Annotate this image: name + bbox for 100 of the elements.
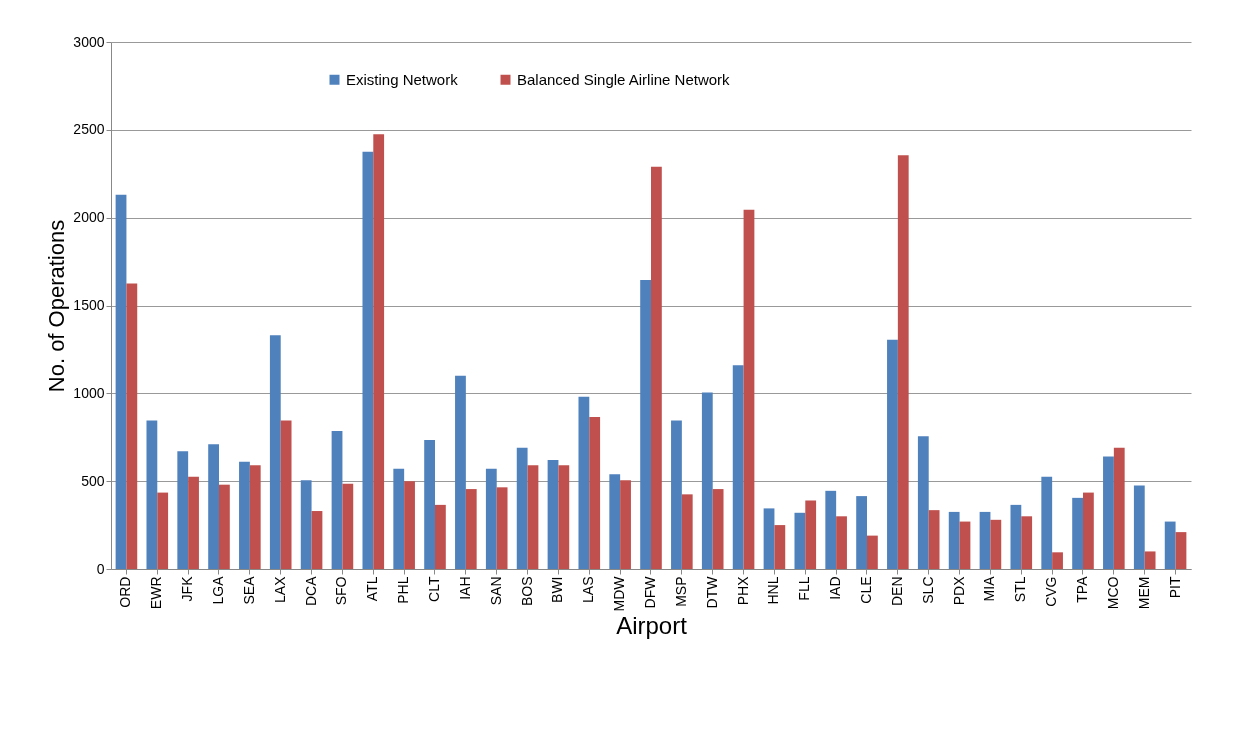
bar [269, 335, 281, 569]
bar [373, 134, 385, 569]
bar [794, 512, 806, 569]
bar [979, 511, 991, 569]
bar [620, 480, 631, 569]
x-tick-label: SAN [487, 576, 504, 606]
bar [1010, 504, 1022, 569]
x-tick-label: DEN [888, 576, 905, 607]
x-tick-label: BOS [518, 576, 535, 607]
bar [547, 460, 559, 569]
x-tick-label: SLC [919, 576, 936, 604]
bar [126, 283, 138, 569]
bar [681, 494, 693, 569]
bar [1144, 551, 1156, 569]
bar [280, 420, 292, 569]
y-tick-label: 0 [96, 560, 105, 577]
x-tick-label: LAX [271, 575, 288, 603]
x-tick-label: PIT [1166, 576, 1183, 599]
bar [188, 476, 199, 569]
x-tick-label: MEM [1135, 576, 1152, 610]
bar [300, 480, 312, 569]
bar [311, 511, 323, 569]
x-tick-label: PDX [950, 575, 967, 606]
bar [1072, 497, 1083, 569]
x-tick-label: FLL [796, 576, 813, 601]
bar [435, 504, 446, 569]
bar [362, 151, 374, 569]
y-axis-title: No. of Operations [44, 219, 70, 393]
bar [249, 465, 261, 569]
bar [1021, 516, 1033, 569]
bar [1083, 492, 1094, 569]
x-tick-label: ATL [364, 576, 381, 602]
x-tick-label: JFK [179, 575, 196, 602]
x-tick-label: LAS [580, 576, 597, 603]
bar [671, 420, 682, 569]
bar [404, 481, 415, 569]
x-tick-label: DFW [642, 575, 658, 609]
x-tick-label: STL [1012, 576, 1029, 603]
bar [732, 365, 744, 569]
x-tick-label: HNL [765, 576, 782, 605]
bar [239, 461, 250, 569]
bar [651, 166, 662, 569]
x-tick-label: MIA [981, 575, 998, 602]
bar [1113, 447, 1125, 569]
bar [856, 496, 867, 569]
bar [774, 525, 786, 569]
x-tick-label: MDW [611, 575, 628, 612]
x-tick-label: MCO [1104, 576, 1121, 610]
x-tick-label: PHX [734, 575, 751, 606]
bar [424, 439, 435, 569]
x-tick-label: CLT [426, 576, 442, 602]
bar [115, 194, 127, 569]
bar [1175, 532, 1187, 569]
bar [640, 280, 651, 569]
x-tick-label: ORD [117, 576, 134, 608]
bar [887, 339, 898, 569]
x-tick-label: EWR [148, 576, 165, 610]
y-tick-label: 1500 [73, 297, 105, 313]
x-tick-label: CLE [858, 576, 874, 604]
bar [331, 431, 343, 569]
bar [990, 519, 1002, 569]
bar [219, 484, 230, 569]
x-tick-label: DTW [703, 575, 720, 609]
y-tick-label: 3000 [73, 33, 105, 50]
x-tick-label: TPA [1074, 575, 1090, 603]
bar [917, 436, 929, 569]
bar [897, 155, 909, 569]
bar [1052, 552, 1063, 569]
bar [763, 508, 775, 569]
y-tick-label: 2000 [73, 209, 105, 226]
x-tick-label: SFO [333, 576, 350, 606]
bar [589, 417, 601, 569]
bar [485, 468, 497, 569]
bar [578, 396, 590, 569]
y-tick-label: 1000 [73, 384, 105, 401]
bar [1103, 456, 1114, 569]
bar [836, 516, 847, 569]
x-tick-label: SEA [240, 575, 257, 605]
x-tick-label: DCA [302, 575, 319, 607]
bar [712, 489, 724, 569]
bar [928, 510, 940, 569]
bar [959, 521, 971, 569]
bar [208, 444, 219, 569]
x-axis-title: Airport [616, 612, 688, 640]
bar [516, 447, 528, 569]
x-tick-label: PHL [395, 576, 412, 604]
bar [527, 465, 539, 569]
bar [157, 492, 169, 569]
legend-label: Balanced Single Airline Network [517, 70, 731, 88]
x-tick-label: BWI [549, 576, 566, 603]
bar [1133, 485, 1145, 569]
bar [867, 535, 878, 569]
y-tick-label: 500 [81, 472, 105, 489]
bar [393, 468, 405, 569]
bar [743, 209, 755, 569]
bar [1164, 521, 1176, 569]
y-tick-label: 2500 [73, 121, 105, 138]
bar [1041, 476, 1053, 569]
x-tick-label: MSP [672, 576, 689, 607]
bar [701, 392, 713, 569]
